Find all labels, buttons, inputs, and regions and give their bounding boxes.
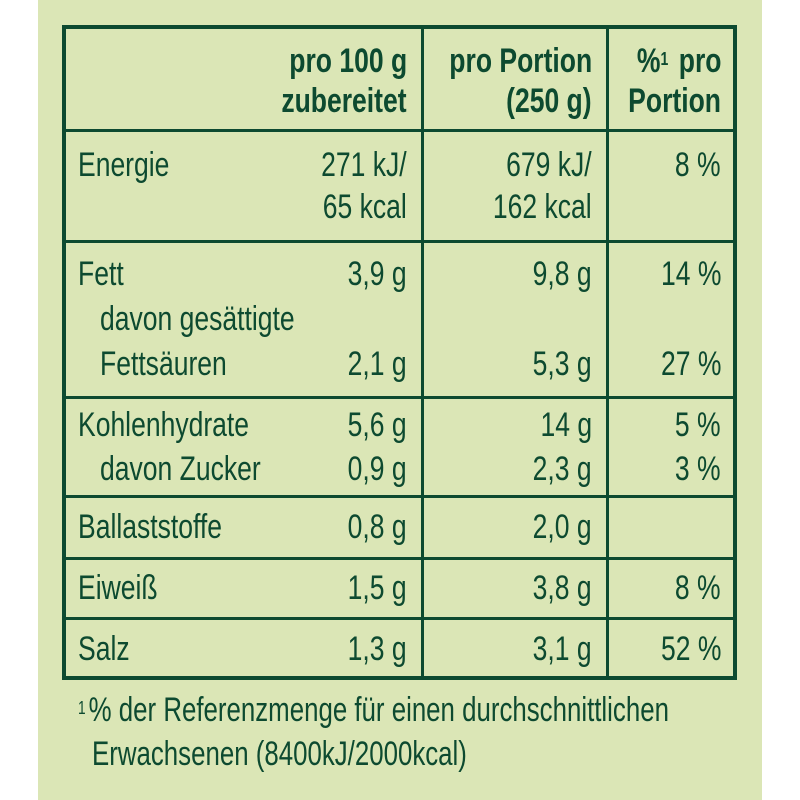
nutrition-table: pro 100 g zubereitet pro Portion (250 g)… xyxy=(62,25,737,680)
value-portion: 679 kJ/ xyxy=(506,146,592,184)
row-sublabel: davon Zucker xyxy=(100,450,261,488)
value-portion: 3,8 g xyxy=(533,569,592,607)
row-sublabel: davon gesättigte xyxy=(100,300,295,338)
header-portion-line1: pro Portion xyxy=(449,42,592,80)
row-divider xyxy=(66,240,733,243)
row-divider xyxy=(66,396,733,399)
row-divider xyxy=(66,557,733,560)
value-pct: 27 % xyxy=(660,345,721,383)
value-per100: 0,8 g xyxy=(348,508,407,546)
row-label: Kohlenhydrate xyxy=(78,406,250,444)
footnote: 1% der Referenzmenge für einen durchschn… xyxy=(78,688,800,776)
value-per100: 65 kcal xyxy=(322,188,407,226)
row-label: Salz xyxy=(78,630,130,668)
header-pct-line2: Portion xyxy=(628,82,721,120)
value-pct: 14 % xyxy=(660,255,721,293)
header-per100-line2: zubereitet xyxy=(281,82,407,120)
value-pct: 8 % xyxy=(675,146,721,184)
footnote-line1: 1% der Referenzmenge für einen durchschn… xyxy=(78,691,669,729)
value-portion: 2,3 g xyxy=(533,450,592,488)
value-portion: 3,1 g xyxy=(533,630,592,668)
value-pct: 8 % xyxy=(675,569,721,607)
value-portion: 2,0 g xyxy=(533,508,592,546)
row-label: Fett xyxy=(78,255,124,293)
row-label: Energie xyxy=(78,146,170,184)
value-per100: 0,9 g xyxy=(348,450,407,488)
row-label: Eiweiß xyxy=(78,569,158,607)
value-pct: 52 % xyxy=(660,630,721,668)
column-divider xyxy=(421,29,424,676)
value-per100: 5,6 g xyxy=(348,406,407,444)
row-divider xyxy=(66,129,733,132)
column-divider xyxy=(606,29,609,676)
value-pct: 5 % xyxy=(675,406,721,444)
value-per100: 2,1 g xyxy=(348,345,407,383)
header-portion-line2: (250 g) xyxy=(506,82,592,120)
footnote-line2: Erwachsenen (8400kJ/2000kcal) xyxy=(92,735,467,773)
row-label: Ballaststoffe xyxy=(78,508,222,546)
label-background xyxy=(38,0,762,800)
row-divider xyxy=(66,617,733,620)
value-per100: 271 kJ/ xyxy=(321,146,407,184)
value-per100: 1,5 g xyxy=(348,569,407,607)
row-divider xyxy=(66,495,733,498)
footnote-marker: 1 xyxy=(78,698,86,718)
value-portion: 5,3 g xyxy=(533,345,592,383)
value-pct: 3 % xyxy=(675,450,721,488)
row-sublabel: Fettsäuren xyxy=(100,345,227,383)
value-portion: 9,8 g xyxy=(533,255,592,293)
header-per100-line1: pro 100 g xyxy=(289,42,407,80)
value-portion: 14 g xyxy=(540,406,592,444)
value-per100: 3,9 g xyxy=(348,255,407,293)
value-portion: 162 kcal xyxy=(493,188,592,226)
header-pct-line1: %1 pro xyxy=(636,42,721,80)
value-per100: 1,3 g xyxy=(348,630,407,668)
